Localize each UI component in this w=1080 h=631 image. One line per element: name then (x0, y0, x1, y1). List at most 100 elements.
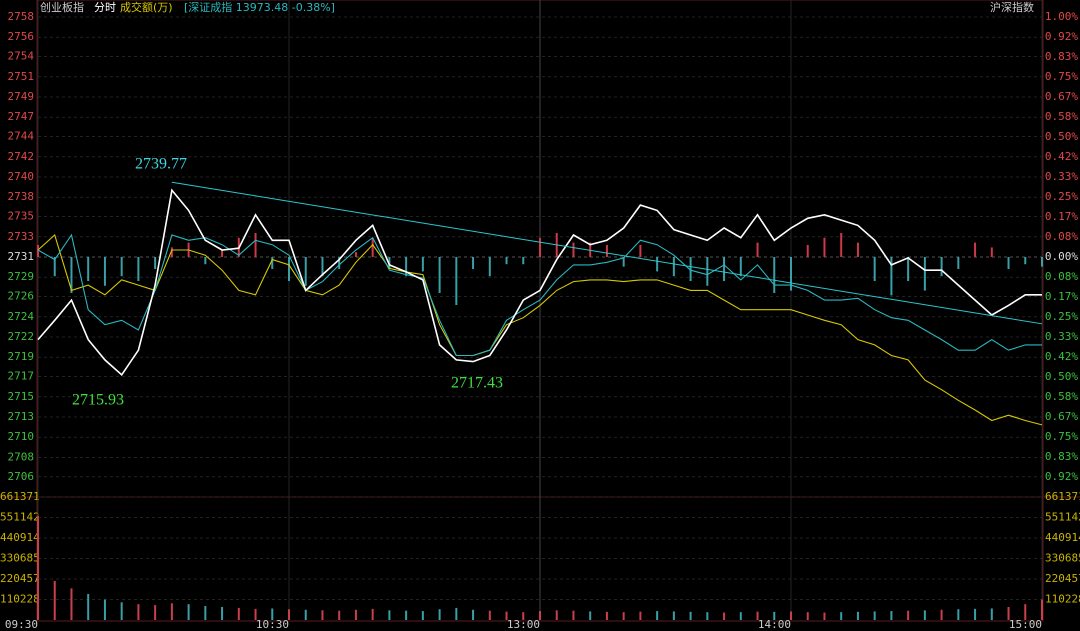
y2-tick-label: 0.00% (1045, 250, 1078, 263)
volume-bar (823, 612, 826, 620)
volume-bar (1007, 606, 1010, 620)
volume-bar (656, 611, 659, 620)
volume-tick-label-right: 110228 (1045, 593, 1080, 606)
y-tick-label: 2713 (8, 410, 35, 423)
volume-bar (806, 612, 809, 620)
y2-tick-label: 0.42% (1045, 150, 1078, 163)
volume-bar (472, 609, 475, 620)
volume-bar (70, 588, 73, 620)
volume-bar (154, 605, 157, 620)
y-tick-label: 2735 (8, 210, 35, 223)
volume-bar (354, 609, 357, 620)
y-tick-label: 2742 (8, 150, 35, 163)
volume-bar (103, 599, 106, 620)
volume-bar (639, 611, 642, 620)
volume-bar (990, 608, 993, 620)
y-tick-label: 2740 (8, 170, 35, 183)
y-tick-label: 2706 (8, 470, 35, 483)
volume-bar (907, 610, 910, 620)
volume-tick-label: 551142 (0, 511, 40, 524)
volume-bar (689, 611, 692, 620)
volume-bar (773, 611, 776, 620)
volume-bar (790, 611, 792, 620)
y2-tick-label: 0.67% (1045, 410, 1078, 423)
volume-tick-label-right: 330685 (1045, 552, 1080, 565)
y-tick-label: 2738 (8, 190, 35, 203)
volume-bar (572, 610, 575, 620)
x-tick-label: 14:00 (758, 618, 791, 631)
y2-tick-label: 0.08% (1045, 230, 1078, 243)
x-tick-label: 09:30 (5, 618, 38, 631)
y-tick-label: 2747 (8, 110, 35, 123)
y-tick-label: 2724 (8, 310, 35, 323)
y2-tick-label: 0.58% (1045, 110, 1078, 123)
trendline (171, 181, 1043, 325)
y-tick-label: 2715 (8, 390, 35, 403)
volume-bar (254, 608, 257, 620)
right-label: 沪深指数 (990, 0, 1034, 14)
volume-bar (974, 608, 977, 620)
volume-bar (120, 602, 123, 620)
volume-tick-label: 220457 (0, 572, 40, 585)
y2-tick-label: 0.42% (1045, 350, 1078, 363)
y2-tick-label: 0.83% (1045, 50, 1078, 63)
y-tick-label: 2726 (8, 290, 35, 303)
y-tick-label: 2744 (8, 130, 35, 143)
y2-tick-label: 0.75% (1045, 70, 1078, 83)
mode: 分时 (94, 1, 116, 14)
compare: [深证成指 13973.48 -0.38%] (184, 0, 335, 14)
indicator: 成交额(万) (120, 0, 173, 14)
y2-tick-label: 0.92% (1045, 470, 1078, 483)
y2-tick-label: 0.50% (1045, 130, 1078, 143)
y2-tick-label: 0.25% (1045, 310, 1078, 323)
y2-tick-label: 0.92% (1045, 30, 1078, 43)
volume-bar (371, 608, 374, 620)
y-tick-label: 2708 (8, 450, 35, 463)
annotation: 2739.77 (135, 156, 187, 173)
volume-bar (204, 606, 207, 620)
volume-bar (940, 609, 943, 620)
y-tick-label: 2722 (8, 330, 35, 343)
y2-tick-label: 0.25% (1045, 190, 1078, 203)
volume-bar (605, 611, 608, 620)
volume-bar (304, 609, 307, 620)
y2-tick-label: 0.17% (1045, 290, 1078, 303)
volume-bar (137, 604, 140, 620)
volume-tick-label: 440914 (0, 531, 40, 544)
volume-bar (672, 611, 675, 620)
y2-tick-label: 0.58% (1045, 390, 1078, 403)
volume-bar (555, 610, 558, 620)
volume-bar (221, 606, 224, 620)
volume-bar (187, 604, 190, 620)
y-tick-label: 2749 (8, 90, 35, 103)
volume-bar (706, 612, 709, 620)
x-tick-label: 13:00 (507, 618, 540, 631)
volume-bar (455, 607, 458, 620)
volume-bar (37, 515, 39, 620)
volume-tick-label-right: 661371 (1045, 490, 1080, 503)
volume-bar (840, 612, 843, 620)
volume-bar (622, 612, 625, 620)
y2-tick-label: 0.50% (1045, 370, 1078, 383)
y-tick-label: 2756 (8, 30, 35, 43)
price-line (37, 234, 1043, 426)
y2-tick-label: 0.83% (1045, 450, 1078, 463)
volume-bar (1041, 599, 1043, 620)
volume-tick-label: 330685 (0, 552, 40, 565)
volume-tick-label-right: 220457 (1045, 572, 1080, 585)
y-tick-label: 2719 (8, 350, 35, 363)
volume-tick-label: 110228 (0, 593, 40, 606)
volume-tick-label-right: 440914 (1045, 531, 1080, 544)
y-tick-label: 2717 (8, 370, 35, 383)
volume-bar (739, 612, 742, 620)
y2-tick-label: 0.33% (1045, 170, 1078, 183)
volume-bar (87, 593, 90, 620)
volume-bar (856, 611, 859, 620)
volume-bar (723, 612, 726, 620)
y-tick-label: 2758 (8, 10, 35, 23)
volume-bar (756, 611, 759, 620)
volume-bar (321, 610, 324, 620)
volume-bar (488, 610, 491, 620)
volume-tick-label-right: 551142 (1045, 511, 1080, 524)
